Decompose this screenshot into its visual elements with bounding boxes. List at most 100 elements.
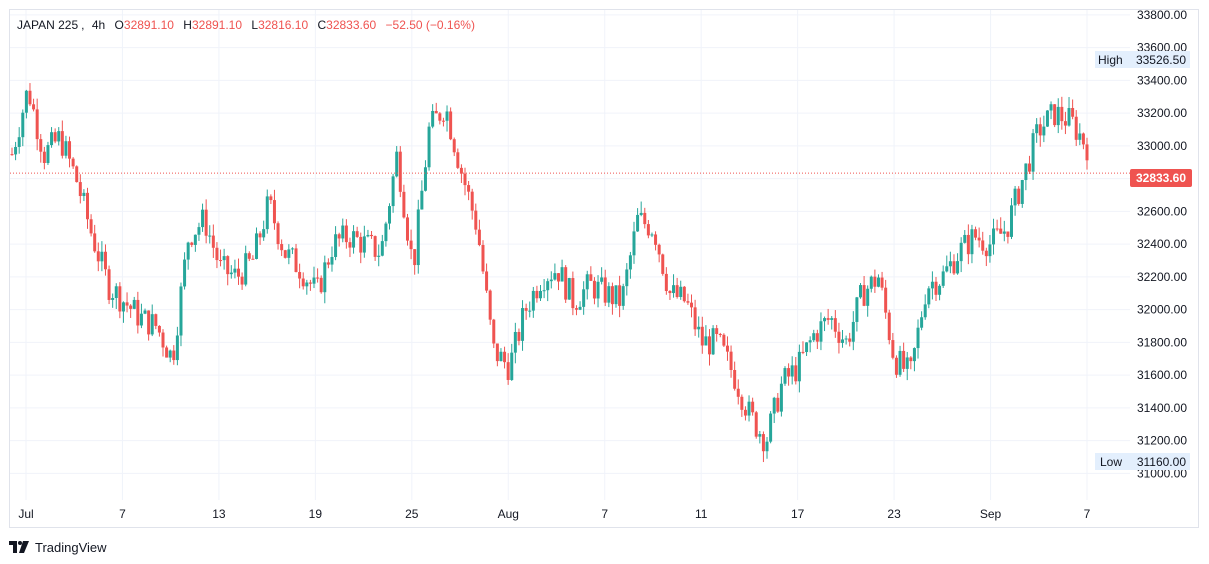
candle-body <box>517 331 521 341</box>
candle-body <box>715 328 719 335</box>
candle-body <box>984 250 988 257</box>
candle-body <box>413 249 417 266</box>
candle-body <box>848 338 852 342</box>
legend-high-label: H <box>183 18 192 32</box>
candle-body <box>873 276 877 287</box>
candle-body <box>711 328 715 355</box>
candle-body <box>107 269 111 300</box>
candle-body <box>646 224 650 236</box>
candle-body <box>805 342 809 353</box>
candle-body <box>416 209 420 266</box>
candle-body <box>168 350 172 358</box>
candle-body <box>456 152 460 168</box>
candle-body <box>815 333 819 342</box>
candle-body <box>725 345 729 352</box>
candle-body <box>308 282 312 284</box>
candle-body <box>657 244 661 255</box>
candle-body <box>452 139 456 153</box>
time-tick-label: 7 <box>601 507 608 521</box>
legend-open-label: O <box>115 18 124 32</box>
candle-body <box>121 302 125 312</box>
candle-body <box>470 191 474 211</box>
candle-body <box>449 111 453 140</box>
candle-body <box>938 285 942 295</box>
candle-body <box>1067 107 1071 126</box>
candle-body <box>488 290 492 320</box>
candle-body <box>1006 231 1010 237</box>
candle-body <box>370 234 374 237</box>
candle-body <box>326 262 330 265</box>
candle-body <box>384 223 388 242</box>
candle-body <box>28 90 32 105</box>
candle-body <box>654 234 658 245</box>
candle-body <box>366 234 370 237</box>
candle-body <box>377 255 381 257</box>
price-tick-label: 32200.00 <box>1137 270 1187 284</box>
candle-body <box>359 236 363 253</box>
candle-body <box>348 242 352 248</box>
candle-body <box>193 234 197 245</box>
time-tick-label: 13 <box>212 507 226 521</box>
candle-body <box>305 282 309 287</box>
price-tick-label: 31200.00 <box>1137 434 1187 448</box>
candle-body <box>995 228 999 230</box>
candle-body <box>294 248 298 273</box>
candle-body <box>492 319 496 344</box>
candle-body <box>941 271 945 286</box>
candle-body <box>183 259 187 287</box>
candle-body <box>625 269 629 287</box>
time-tick-label: 7 <box>1084 507 1091 521</box>
chart-area[interactable]: 31000.00 31200.00 31400.00 31600.00 31800.00… <box>9 8 1199 528</box>
candle-body <box>661 254 665 274</box>
candle-body <box>610 286 614 305</box>
candle-body <box>1045 110 1049 127</box>
candle-body <box>754 412 758 437</box>
candle-body <box>1027 163 1031 172</box>
candle-body <box>567 278 571 300</box>
candle-body <box>427 126 431 168</box>
candle-body <box>740 396 744 410</box>
candle-body <box>866 288 870 306</box>
candle-body <box>808 340 812 343</box>
candle-body <box>459 167 463 174</box>
candle-body <box>434 110 438 114</box>
candle-body <box>165 347 169 358</box>
candle-body <box>884 287 888 313</box>
candle-body <box>1020 180 1024 204</box>
price-tick-label: 33400.00 <box>1137 73 1187 87</box>
candle-body <box>129 305 133 309</box>
candle-body <box>880 277 884 288</box>
tradingview-logo[interactable]: TradingView <box>9 538 107 556</box>
candle-body <box>161 332 165 348</box>
candle-body <box>891 340 895 358</box>
candle-body <box>409 240 413 250</box>
candle-body <box>779 383 783 412</box>
candle-body <box>1071 107 1075 117</box>
time-axis[interactable]: Jul 7 13 19 25 Aug 7 11 17 23 Sep 7 <box>18 507 1090 521</box>
candle-body <box>42 151 46 163</box>
candle-body <box>632 231 636 256</box>
candle-body <box>46 145 50 163</box>
candle-body <box>1024 163 1028 181</box>
candle-body <box>154 314 158 326</box>
candle-body <box>574 308 578 310</box>
price-axis[interactable]: 31000.0031200.0031400.0031600.0031800.00… <box>1137 8 1187 481</box>
candle-body <box>952 261 956 274</box>
candle-body <box>761 434 765 452</box>
candle-body <box>959 242 963 262</box>
candle-body <box>1009 205 1013 237</box>
candle-body <box>923 304 927 318</box>
candle-body <box>503 351 507 363</box>
candle-body <box>855 297 859 322</box>
candle-body <box>262 229 266 238</box>
candle-body <box>467 185 471 192</box>
candle-body <box>233 268 237 273</box>
candle-body <box>812 333 816 341</box>
candle-body <box>618 285 622 306</box>
candle-body <box>57 131 61 142</box>
candle-body <box>697 326 701 330</box>
time-tick-label: Sep <box>980 507 1002 521</box>
last-price-badge: 32833.60 <box>1130 169 1192 187</box>
candle-body <box>86 192 90 220</box>
candle-body <box>237 268 241 277</box>
